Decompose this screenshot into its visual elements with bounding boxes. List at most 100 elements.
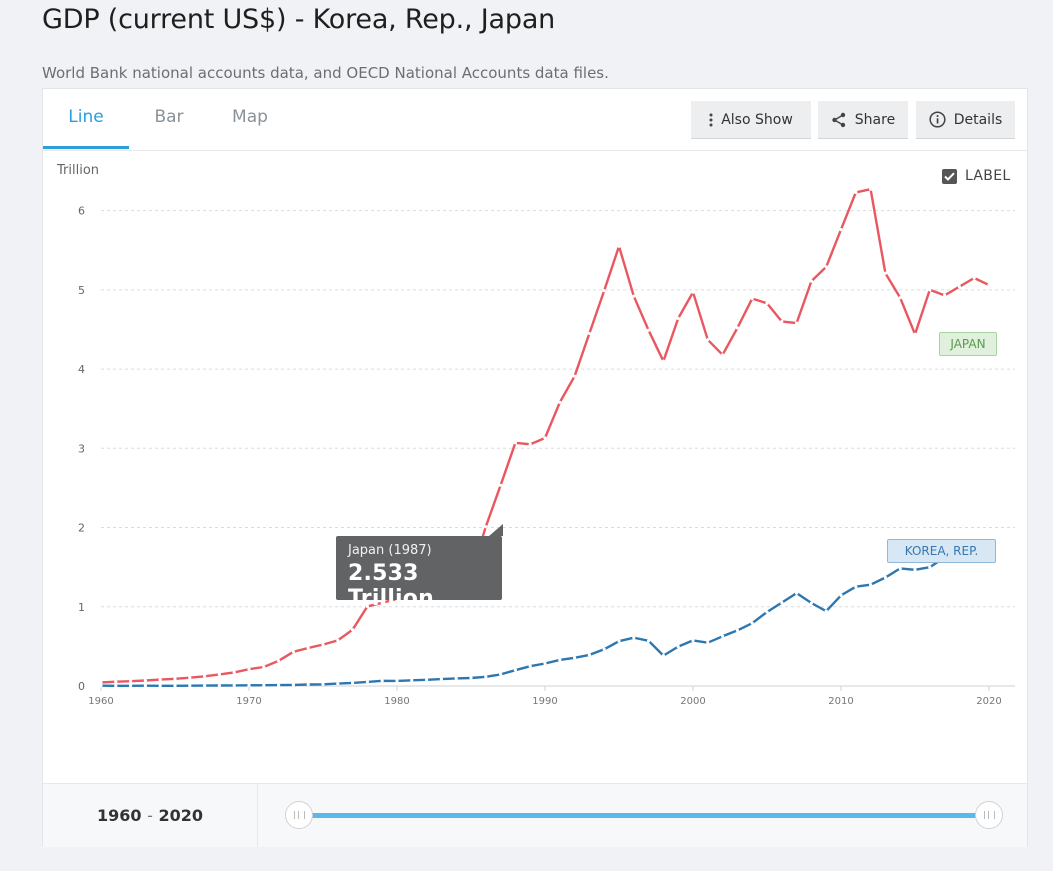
label-checkbox[interactable] bbox=[942, 168, 957, 184]
range-slider-track[interactable] bbox=[299, 813, 989, 818]
data-point-japan bbox=[839, 228, 843, 232]
data-point-japan bbox=[217, 672, 221, 676]
data-point-japan bbox=[365, 604, 369, 608]
data-point-korea-rep bbox=[336, 682, 340, 686]
data-point-japan bbox=[99, 680, 103, 685]
data-point-korea-rep bbox=[602, 647, 606, 651]
data-point-korea-rep bbox=[99, 684, 103, 688]
range-slider-end-handle[interactable] bbox=[975, 801, 1003, 829]
data-point-korea-rep bbox=[691, 638, 695, 642]
data-point-korea-rep bbox=[765, 610, 769, 614]
data-point-japan bbox=[928, 288, 932, 292]
range-end: 2020 bbox=[158, 806, 203, 825]
data-point-korea-rep bbox=[380, 679, 384, 683]
data-tooltip: Japan (1987) 2.533 Trillion bbox=[336, 524, 503, 611]
details-label: Details bbox=[953, 111, 1003, 128]
data-point-korea-rep bbox=[883, 575, 888, 580]
also-show-button[interactable]: Also Show bbox=[691, 101, 811, 139]
range-separator: - bbox=[147, 806, 153, 825]
data-point-japan bbox=[247, 667, 251, 671]
data-point-korea-rep bbox=[114, 684, 118, 688]
data-point-korea-rep bbox=[203, 684, 207, 688]
data-point-japan bbox=[943, 293, 947, 297]
data-point-korea-rep bbox=[573, 656, 577, 660]
x-tick-label: 2010 bbox=[828, 696, 853, 707]
data-point-japan bbox=[262, 665, 266, 669]
tab-bar[interactable]: Bar bbox=[154, 107, 184, 127]
time-range-bar: 1960 - 2020 bbox=[43, 783, 1027, 847]
x-tick-label: 1970 bbox=[236, 696, 261, 707]
data-point-japan bbox=[691, 290, 695, 294]
info-icon bbox=[929, 111, 946, 128]
data-point-korea-rep bbox=[706, 641, 710, 645]
data-point-japan bbox=[203, 674, 207, 678]
year-range-label: 1960 - 2020 bbox=[43, 784, 258, 847]
data-point-japan bbox=[972, 276, 976, 280]
data-point-korea-rep bbox=[780, 600, 784, 605]
data-point-japan bbox=[676, 316, 680, 320]
data-point-korea-rep bbox=[513, 668, 517, 672]
series-label-japan[interactable]: JAPAN bbox=[939, 332, 997, 356]
data-point-korea-rep bbox=[676, 645, 680, 649]
data-point-korea-rep bbox=[351, 681, 355, 685]
series-label-korea[interactable]: KOREA, REP. bbox=[887, 539, 996, 563]
data-point-korea-rep bbox=[365, 680, 369, 684]
data-point-japan bbox=[513, 441, 517, 445]
share-button[interactable]: Share bbox=[818, 101, 908, 139]
data-point-japan bbox=[543, 436, 547, 440]
data-point-korea-rep bbox=[217, 683, 221, 688]
share-label: Share bbox=[854, 111, 896, 128]
data-point-japan bbox=[913, 332, 917, 336]
data-point-korea-rep bbox=[262, 683, 266, 687]
y-axis-unit-label: Trillion bbox=[57, 163, 100, 178]
data-point-korea-rep bbox=[188, 684, 192, 688]
data-point-japan bbox=[232, 670, 236, 674]
label-toggle[interactable]: LABEL bbox=[942, 168, 1010, 184]
data-point-japan bbox=[721, 353, 725, 357]
data-point-japan bbox=[780, 319, 784, 324]
y-tick-label: 1 bbox=[78, 601, 85, 614]
data-point-korea-rep bbox=[247, 683, 251, 687]
data-point-japan bbox=[558, 400, 562, 404]
data-point-japan bbox=[499, 483, 503, 487]
data-point-korea-rep bbox=[454, 676, 458, 680]
data-point-korea-rep bbox=[824, 609, 828, 613]
details-button[interactable]: Details bbox=[916, 101, 1015, 139]
data-point-japan bbox=[869, 187, 873, 191]
data-point-korea-rep bbox=[321, 682, 325, 686]
data-point-korea-rep bbox=[587, 653, 592, 657]
data-point-japan bbox=[824, 265, 828, 269]
range-slider-start-handle[interactable] bbox=[285, 801, 313, 829]
x-tick-label: 1960 bbox=[88, 696, 113, 707]
data-point-korea-rep bbox=[795, 591, 799, 595]
data-point-japan bbox=[484, 525, 488, 529]
data-point-japan bbox=[158, 677, 162, 682]
data-point-korea-rep bbox=[617, 639, 621, 643]
data-point-japan bbox=[854, 190, 858, 194]
line-chart: 0 1 2 3 4 5 6 1960 1970 1980 1990 2000 2010 2020 bbox=[78, 187, 1015, 707]
tab-map[interactable]: Map bbox=[232, 107, 268, 127]
data-point-japan bbox=[795, 321, 799, 325]
tooltip-arrow bbox=[489, 524, 503, 536]
data-point-korea-rep bbox=[129, 684, 133, 688]
data-point-japan bbox=[528, 442, 532, 446]
tooltip-value: 2.533 Trillion bbox=[348, 561, 434, 611]
data-point-japan bbox=[809, 279, 814, 283]
page-title: GDP (current US$) - Korea, Rep., Japan bbox=[42, 4, 556, 35]
data-point-korea-rep bbox=[839, 593, 843, 597]
series-line-japan bbox=[100, 188, 990, 684]
data-point-japan bbox=[351, 628, 355, 632]
tabs-bar: Line Bar Map Also Show Share Details bbox=[43, 89, 1027, 151]
data-point-japan bbox=[321, 643, 325, 647]
data-point-japan bbox=[647, 328, 651, 332]
data-point-korea-rep bbox=[809, 601, 814, 605]
data-point-korea-rep bbox=[158, 684, 162, 688]
data-point-japan bbox=[898, 296, 902, 300]
x-tick-label: 2000 bbox=[680, 696, 705, 707]
data-point-korea-rep bbox=[913, 568, 917, 572]
data-point-japan bbox=[661, 359, 666, 363]
data-point-korea-rep bbox=[484, 675, 488, 679]
tab-line[interactable]: Line bbox=[43, 89, 129, 149]
data-point-korea-rep bbox=[528, 664, 532, 668]
data-point-japan bbox=[735, 326, 740, 330]
